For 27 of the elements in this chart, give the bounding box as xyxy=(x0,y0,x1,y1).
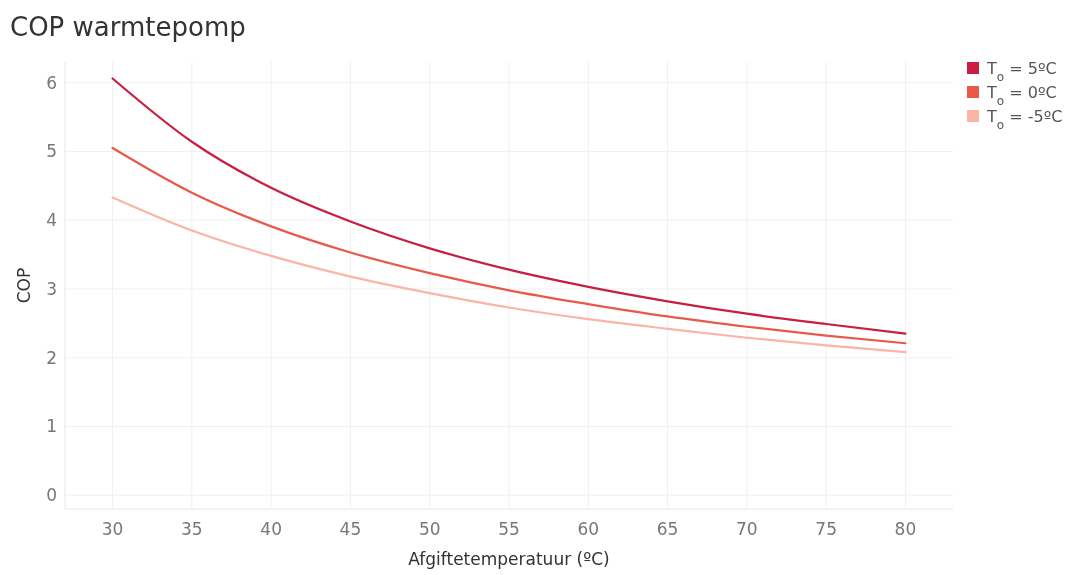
y-tick-label: 1 xyxy=(46,416,57,437)
y-tick-label: 2 xyxy=(46,347,57,368)
x-tick-label: 35 xyxy=(181,519,203,539)
y-tick-label: 0 xyxy=(46,485,57,506)
x-tick-label: 70 xyxy=(736,519,758,539)
y-tick-label: 5 xyxy=(46,141,57,162)
line-series xyxy=(111,146,907,345)
x-tick-label: 40 xyxy=(260,519,282,539)
chart-title: COP warmtepomp xyxy=(10,12,246,42)
line-series xyxy=(111,196,907,354)
legend-label: T$_{o}$ = 0ºC xyxy=(986,82,1057,108)
x-tick-label: 55 xyxy=(498,519,520,539)
y-axis-title: COP xyxy=(14,267,34,304)
line-series xyxy=(111,77,907,335)
x-tick-label: 60 xyxy=(577,519,600,539)
legend-label: T$_{o}$ = 5ºC xyxy=(986,58,1057,84)
y-tick-label: 4 xyxy=(46,210,57,231)
x-tick-label: 65 xyxy=(656,519,679,539)
x-tick-label: 80 xyxy=(894,519,917,539)
y-tick-label: 3 xyxy=(46,278,57,299)
x-tick-label: 30 xyxy=(101,519,124,539)
x-tick-label: 50 xyxy=(418,519,441,539)
x-axis-title: Afgiftetemperatuur (ºC) xyxy=(408,549,610,569)
y-tick-label: 6 xyxy=(46,72,57,93)
x-tick-label: 45 xyxy=(339,519,362,539)
legend-label: T$_{o}$ = -5ºC xyxy=(986,106,1063,132)
x-tick-label: 75 xyxy=(815,519,837,539)
